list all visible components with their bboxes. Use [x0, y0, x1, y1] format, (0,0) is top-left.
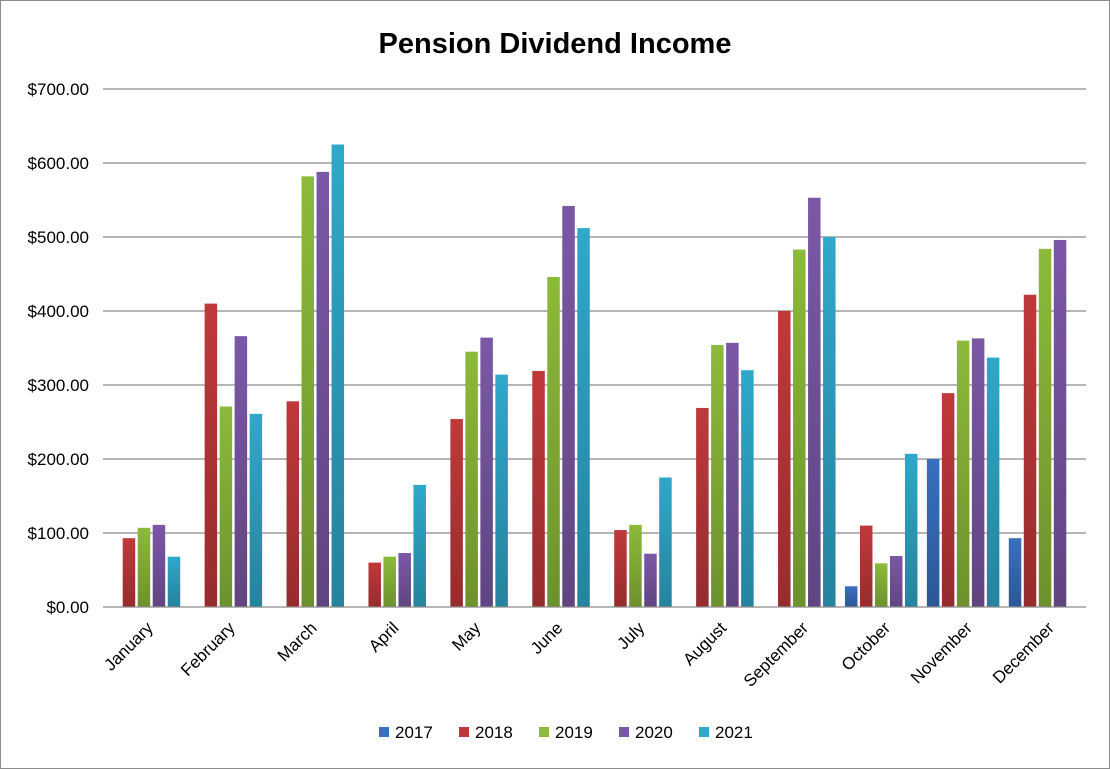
- x-tick-label: July: [613, 618, 648, 653]
- bar-2021-january: [167, 556, 181, 607]
- bar-2021-march: [331, 144, 345, 607]
- legend-swatch: [699, 727, 709, 737]
- bar-2018-july: [614, 530, 627, 607]
- y-tick-label: $500.00: [28, 228, 89, 247]
- bar-2019-march: [301, 176, 315, 607]
- x-tick-label: August: [679, 618, 730, 669]
- bar-2019-august: [711, 345, 724, 607]
- y-tick-label: $200.00: [28, 450, 89, 469]
- x-tick-label: October: [838, 618, 894, 674]
- bar-2018-october: [859, 525, 873, 607]
- y-tick-label: $0.00: [46, 598, 89, 617]
- bar-2018-may: [450, 419, 463, 607]
- y-tick-label: $600.00: [28, 154, 89, 173]
- legend-label: 2020: [635, 723, 673, 742]
- bar-2019-november: [956, 340, 970, 607]
- x-tick-label: September: [740, 618, 812, 690]
- bar-2021-october: [904, 453, 918, 607]
- bar-2018-march: [286, 401, 300, 607]
- bar-2019-july: [629, 524, 642, 607]
- legend-swatch: [379, 727, 389, 737]
- bar-2021-july: [659, 477, 672, 607]
- x-axis-ticks: January February March April May June July Augu…: [101, 618, 1059, 691]
- bar-2019-april: [383, 556, 396, 607]
- y-tick-label: $700.00: [28, 80, 89, 99]
- bar-2020-june: [562, 205, 575, 608]
- bar-2019-september: [793, 249, 806, 607]
- y-tick-label: $400.00: [28, 302, 89, 321]
- bar-2020-december: [1053, 239, 1067, 607]
- x-tick-label: February: [177, 618, 239, 680]
- y-axis-ticks: $0.00 $100.00 $200.00 $300.00 $400.00 $500.00…: [28, 80, 89, 617]
- bar-2021-february: [249, 413, 263, 607]
- bar-2017-october: [844, 586, 858, 607]
- legend-swatch: [459, 727, 469, 737]
- x-tick-label: November: [907, 618, 976, 687]
- legend-label: 2021: [715, 723, 753, 742]
- bar-2020-november: [971, 338, 985, 607]
- bar-2018-september: [778, 311, 791, 607]
- bar-2019-may: [465, 351, 478, 607]
- y-tick-label: $100.00: [28, 524, 89, 543]
- bar-2021-november: [986, 357, 1000, 607]
- legend-label: 2019: [555, 723, 593, 742]
- legend-label: 2018: [475, 723, 513, 742]
- bar-2018-august: [696, 407, 709, 607]
- bar-2017-november: [926, 459, 940, 607]
- bar-2018-december: [1023, 294, 1037, 607]
- bar-2021-august: [741, 370, 754, 607]
- bars: [122, 144, 1067, 608]
- x-tick-label: December: [989, 618, 1058, 687]
- gridlines: [103, 88, 1086, 534]
- bar-2019-january: [137, 527, 151, 607]
- bar-2021-september: [823, 237, 836, 607]
- bar-2021-may: [495, 374, 508, 607]
- bar-2018-june: [532, 370, 545, 607]
- bar-2021-april: [413, 484, 426, 607]
- bar-2020-march: [316, 171, 330, 607]
- bar-2019-february: [219, 406, 233, 607]
- bar-2020-august: [726, 342, 739, 607]
- bar-2020-september: [808, 197, 821, 607]
- bar-2019-october: [874, 563, 888, 607]
- x-tick-label: June: [527, 618, 567, 658]
- legend-label: 2017: [395, 723, 433, 742]
- bar-2020-february: [234, 336, 248, 607]
- legend-swatch: [539, 727, 549, 737]
- x-tick-label: January: [101, 618, 158, 675]
- bar-2018-february: [204, 303, 218, 607]
- bar-2018-january: [122, 538, 136, 607]
- bar-2020-october: [889, 555, 903, 607]
- x-tick-label: March: [274, 618, 321, 665]
- x-tick-label: May: [448, 618, 484, 654]
- legend-swatch: [619, 727, 629, 737]
- bar-2020-may: [480, 337, 493, 607]
- bar-2017-december: [1008, 538, 1022, 607]
- bar-2020-january: [152, 524, 166, 607]
- bar-2019-june: [547, 276, 560, 607]
- y-tick-label: $300.00: [28, 376, 89, 395]
- bar-2018-april: [368, 562, 381, 607]
- bar-2019-december: [1038, 248, 1052, 607]
- bar-2020-april: [398, 552, 411, 607]
- chart-title: Pension Dividend Income: [379, 28, 732, 60]
- legend: 2017 2018 2019 2020 2021: [379, 723, 753, 742]
- bar-2018-november: [941, 393, 955, 607]
- bar-2020-july: [644, 553, 657, 607]
- bar-2021-june: [577, 228, 590, 607]
- x-tick-label: April: [365, 618, 402, 655]
